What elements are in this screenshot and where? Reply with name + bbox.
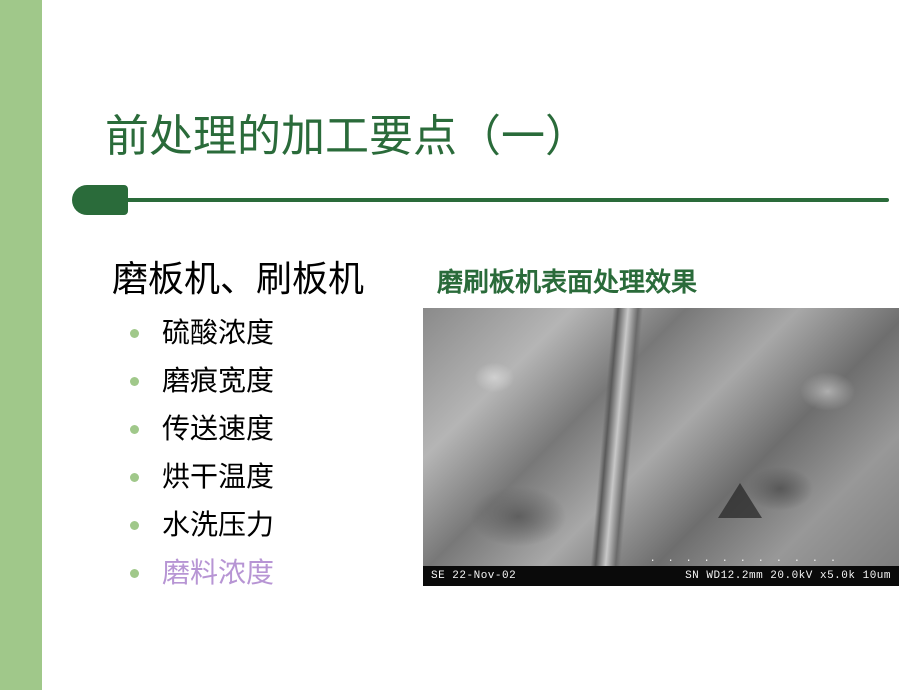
sem-footer-left: SE 22-Nov-02 (431, 566, 516, 586)
list-item: 烘干温度 (130, 454, 274, 502)
list-item: 传送速度 (130, 406, 274, 454)
list-item: 硫酸浓度 (130, 310, 274, 358)
sidebar-accent (0, 0, 42, 690)
bullet-list: 硫酸浓度 磨痕宽度 传送速度 烘干温度 水洗压力 磨料浓度 (130, 310, 274, 598)
list-item: 水洗压力 (130, 502, 274, 550)
sem-footer-right: SN WD12.2mm 20.0kV x5.0k 10um (685, 566, 891, 586)
sem-info-bar: SE 22-Nov-02 SN WD12.2mm 20.0kV x5.0k 10… (423, 566, 899, 586)
list-item: 磨痕宽度 (130, 358, 274, 406)
image-caption: 磨刷板机表面处理效果 (437, 262, 697, 299)
sem-scale-dots: . . . . . . . . . . . (650, 553, 839, 564)
sem-texture (423, 308, 899, 586)
slide-content: 前处理的加工要点（一） 磨板机、刷板机 磨刷板机表面处理效果 硫酸浓度 磨痕宽度… (42, 0, 920, 690)
title-underline (72, 185, 892, 215)
list-item: 磨料浓度 (130, 550, 274, 598)
sem-void-shape (718, 483, 762, 518)
underline-line (124, 198, 889, 202)
slide-title: 前处理的加工要点（一） (105, 100, 589, 164)
underline-cap (72, 185, 128, 215)
subtitle: 磨板机、刷板机 (112, 250, 364, 302)
sem-micrograph: . . . . . . . . . . . SE 22-Nov-02 SN WD… (423, 308, 899, 586)
